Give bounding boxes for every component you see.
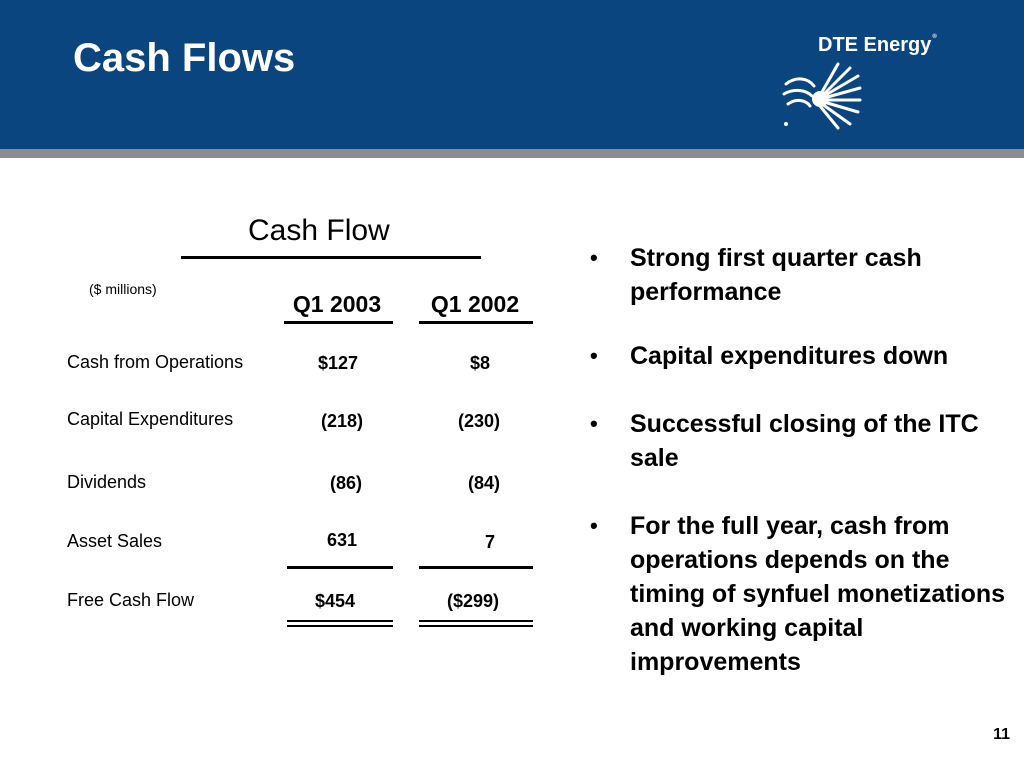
cell-value: (218) (320, 411, 364, 431)
bullet-icon: • (590, 411, 598, 436)
total-double-rule (419, 620, 533, 627)
cell-value: (86) (329, 473, 362, 493)
row-label-dividends: Dividends (67, 472, 147, 492)
bullet-item: • Capital expenditures down (588, 339, 1008, 373)
cell-value: (230) (457, 411, 501, 431)
bullet-text: Successful closing of the ITC sale (630, 410, 979, 472)
bullet-text: Capital expenditures down (630, 342, 949, 370)
cell-value: 7 (484, 532, 495, 552)
subtotal-rule (287, 566, 393, 569)
cell-value: (84) (467, 473, 500, 493)
units-label: ($ millions) (89, 281, 157, 297)
header-band (0, 0, 1024, 149)
bullet-item: • For the full year, cash from operations… (588, 509, 1008, 679)
bullet-icon: • (590, 245, 598, 270)
bullet-item: • Strong first quarter cash performance (588, 241, 1008, 309)
row-label-asset-sales: Asset Sales (67, 531, 163, 551)
title-underline (181, 256, 481, 259)
column-header-q1-2002: Q1 2002 (430, 291, 520, 317)
cell-value: $454 (314, 591, 356, 611)
company-logo-text: DTE Energy® (818, 34, 937, 57)
slide-title: Cash Flows (73, 36, 296, 80)
cell-value: $8 (469, 353, 491, 373)
cell-value: $127 (317, 353, 359, 373)
column-header-q1-2003: Q1 2003 (292, 291, 382, 317)
row-label-free-cash-flow: Free Cash Flow (67, 590, 195, 610)
bullet-icon: • (590, 513, 598, 538)
subtotal-rule (419, 566, 533, 569)
sun-logo-icon (782, 62, 862, 130)
table-title: Cash Flow (248, 214, 390, 247)
logo-name: DTE Energy (818, 34, 932, 56)
cell-value: ($299) (446, 591, 500, 611)
header-divider (0, 149, 1024, 158)
bullet-text: Strong first quarter cash performance (630, 244, 922, 306)
column-header-underline (284, 321, 393, 324)
bullet-text: For the full year, cash from operations … (630, 512, 1006, 676)
row-label-cash-from-operations: Cash from Operations (67, 352, 244, 372)
bullet-item: • Successful closing of the ITC sale (588, 407, 1008, 475)
bullet-list: • Strong first quarter cash performance •… (588, 241, 1008, 709)
cell-value: 631 (326, 530, 358, 550)
logo-registered-mark: ® (932, 34, 937, 40)
total-double-rule (287, 620, 393, 627)
bullet-icon: • (590, 343, 598, 368)
column-header-underline (419, 321, 533, 324)
page-number: 11 (993, 726, 1010, 743)
row-label-capital-expenditures: Capital Expenditures (67, 409, 234, 429)
